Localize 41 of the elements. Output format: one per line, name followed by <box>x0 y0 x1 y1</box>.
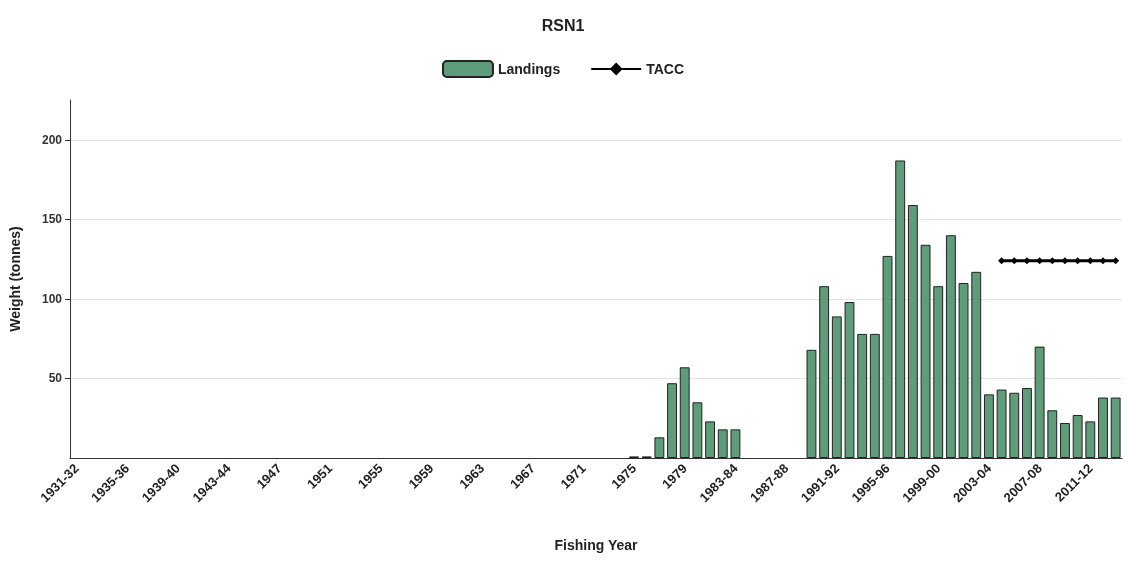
bar <box>958 282 969 458</box>
legend-label: Landings <box>497 61 561 77</box>
bar <box>1072 415 1083 458</box>
legend-label: TACC <box>646 61 685 77</box>
bar <box>831 316 842 458</box>
bar <box>679 367 690 458</box>
bar <box>1060 423 1070 458</box>
bar <box>869 333 880 458</box>
bar <box>933 286 944 458</box>
bar <box>692 402 703 458</box>
y-tick-label: 100 <box>41 291 63 306</box>
bar <box>730 429 741 458</box>
chart-title: RSN1 <box>541 16 585 34</box>
bar <box>1022 387 1032 458</box>
y-tick-label: 150 <box>41 212 63 227</box>
y-tick-label: 200 <box>41 132 63 147</box>
bar <box>1034 346 1045 458</box>
bar <box>654 437 665 458</box>
bar <box>1098 397 1108 458</box>
bar <box>920 244 931 458</box>
bar <box>806 349 817 458</box>
bar <box>882 255 893 458</box>
bar <box>1110 397 1121 458</box>
bar <box>945 235 956 458</box>
bar <box>1085 421 1096 458</box>
bar <box>819 286 830 458</box>
bar <box>996 389 1007 458</box>
bar <box>895 160 906 458</box>
y-axis-title: Weight (tonnes) <box>7 226 23 332</box>
bar <box>983 394 994 458</box>
bar <box>717 429 728 458</box>
bar <box>1047 410 1058 458</box>
bar <box>705 421 716 458</box>
y-tick-label: 50 <box>48 371 63 386</box>
bar <box>907 205 918 458</box>
bar <box>844 302 855 458</box>
x-axis-title: Fishing Year <box>554 537 639 553</box>
bar <box>1009 392 1020 458</box>
bar <box>857 333 868 458</box>
bar <box>667 383 677 458</box>
bar <box>971 271 982 458</box>
